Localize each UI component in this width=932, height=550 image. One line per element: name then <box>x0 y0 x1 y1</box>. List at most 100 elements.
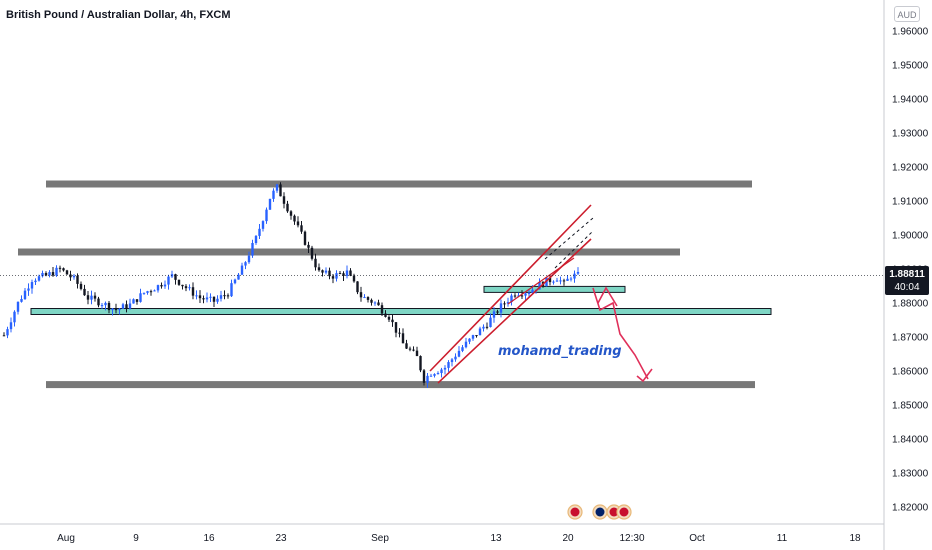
price-tick-label: 1.92000 <box>892 163 929 174</box>
candle-body <box>517 295 520 297</box>
candle-body <box>149 291 153 293</box>
candle-body <box>13 311 16 323</box>
price-tick-label: 1.85000 <box>892 401 929 412</box>
price-axis[interactable]: 1.96000 1.95000 1.94000 1.93000 1.92000 1.910… <box>883 0 929 550</box>
candle-body <box>314 258 317 268</box>
candle-body <box>310 247 314 259</box>
bar-countdown: 40:04 <box>894 282 920 293</box>
candle-body <box>184 286 188 289</box>
candle-body <box>296 221 300 226</box>
candle-body <box>23 290 27 300</box>
candle-body <box>576 271 580 274</box>
candle-body <box>244 262 247 266</box>
flag-icon <box>619 507 629 517</box>
candle-body <box>464 341 468 348</box>
economic-events[interactable] <box>567 504 632 520</box>
candle-body <box>324 270 328 273</box>
candle-body <box>128 303 132 309</box>
candle-body <box>349 270 352 276</box>
candle-body <box>300 225 303 232</box>
candle-body <box>510 295 513 303</box>
candle-body <box>293 215 296 222</box>
candle-body <box>188 287 191 289</box>
current-price-label: 1.88811 40:04 <box>885 266 929 295</box>
candle-body <box>443 367 447 370</box>
candle-body <box>436 373 440 375</box>
candle-body <box>181 284 184 287</box>
candle-body <box>167 276 170 285</box>
candle-body <box>433 374 436 376</box>
teal-zone-band[interactable] <box>483 285 626 293</box>
candle-body <box>219 295 223 299</box>
candle-body <box>6 329 9 336</box>
candle-body <box>559 280 562 282</box>
candle-body <box>282 196 286 204</box>
candle-body <box>205 297 209 300</box>
candle-body <box>251 243 254 256</box>
candle-body <box>177 279 181 285</box>
candle-body <box>338 273 342 275</box>
candle-body <box>198 295 202 299</box>
candle-body <box>419 356 422 371</box>
candle-body <box>524 293 527 296</box>
candle-body <box>342 273 345 276</box>
candle-body <box>76 275 79 284</box>
candle-body <box>233 279 237 284</box>
candle-body <box>51 272 55 276</box>
candle-body <box>478 328 482 336</box>
candle-body <box>191 287 195 296</box>
candle-body <box>345 270 349 276</box>
candle-body <box>496 311 499 313</box>
time-tick-label: Oct <box>689 533 705 544</box>
channel-upper-line[interactable] <box>429 204 592 372</box>
gray-zone-band[interactable] <box>46 381 755 389</box>
candle-body <box>223 295 226 297</box>
candle-body <box>226 295 230 297</box>
candle-body <box>286 203 289 212</box>
candle-body <box>174 274 177 280</box>
candle-body <box>261 221 265 229</box>
time-tick-label: Sep <box>371 533 389 544</box>
candle-body <box>254 235 258 244</box>
flag-icon <box>609 507 619 517</box>
candle-body <box>331 276 335 279</box>
channel-mid-line[interactable] <box>507 257 575 305</box>
drawings[interactable] <box>429 204 653 384</box>
candle-body <box>429 375 433 377</box>
channel-lower-line[interactable] <box>437 238 592 384</box>
price-tick-label: 1.90000 <box>892 231 929 242</box>
candle-body <box>377 302 380 306</box>
projection-arrow-path[interactable] <box>592 287 649 380</box>
dashed-projection-lower <box>554 231 593 269</box>
gray-zone-band[interactable] <box>46 180 752 188</box>
candle-body <box>555 280 559 282</box>
teal-zone-band[interactable] <box>30 308 772 315</box>
candle-body <box>405 343 408 349</box>
time-tick-label: 20 <box>562 533 574 544</box>
candle-body <box>62 268 65 271</box>
candle-body <box>289 211 293 216</box>
arrow-head[interactable] <box>636 368 653 383</box>
candle-body <box>461 347 464 351</box>
candle-body <box>562 280 566 282</box>
candle-body <box>9 322 13 330</box>
candle-body <box>69 274 72 278</box>
gray-zone-band[interactable] <box>18 248 680 256</box>
candle-body <box>426 375 429 383</box>
candle-body <box>16 301 20 312</box>
candle-body <box>454 356 457 360</box>
projection-zigzag[interactable] <box>597 286 618 307</box>
price-tick-label: 1.87000 <box>892 333 929 344</box>
candle-body <box>328 270 331 277</box>
candle-body <box>401 333 405 344</box>
candle-body <box>485 326 489 328</box>
currency-unit-badge[interactable]: AUD <box>894 6 920 22</box>
candle-body <box>387 316 391 320</box>
candle-body <box>114 308 118 311</box>
candle-body <box>216 298 219 302</box>
candle-body <box>307 244 310 248</box>
time-axis[interactable]: Aug 9 16 23 Sep 13 20 12:30 Oct 11 18 <box>0 523 884 544</box>
horizontal-zones[interactable] <box>18 180 772 389</box>
time-tick-label: 16 <box>203 533 215 544</box>
